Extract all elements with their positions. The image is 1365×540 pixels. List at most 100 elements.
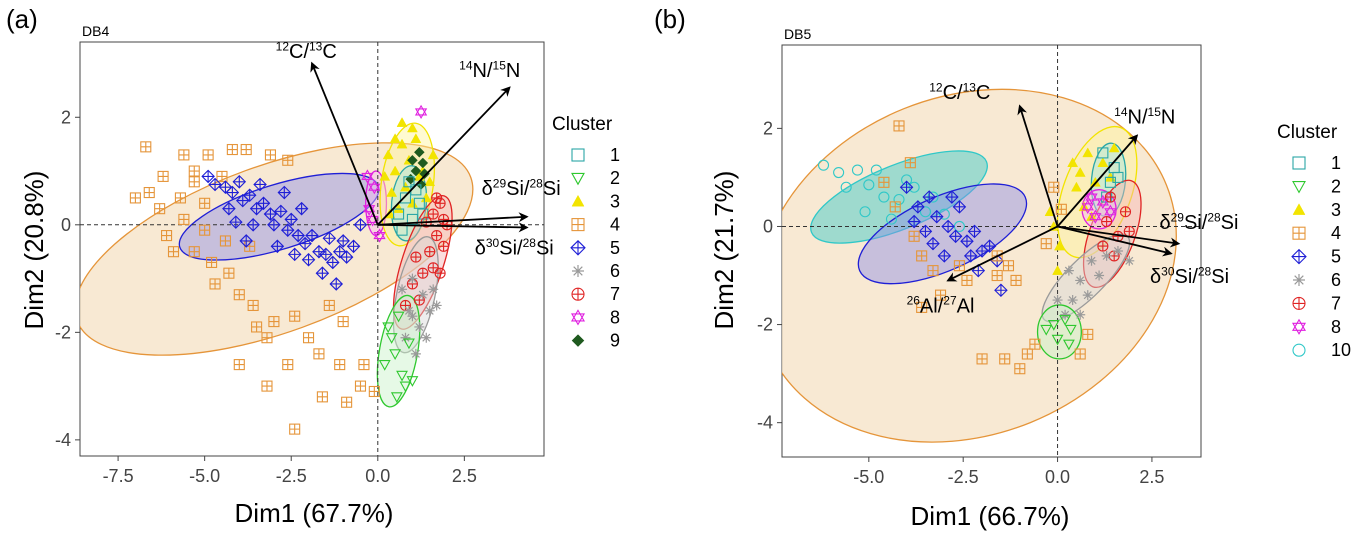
data-point-cluster-6	[1086, 255, 1097, 266]
data-point-cluster-3	[1054, 240, 1065, 251]
data-point-cluster-2	[389, 349, 402, 360]
vector-label-part: C/	[943, 82, 963, 104]
data-point-cluster-6	[424, 305, 435, 316]
legend-title-a: Cluster	[552, 114, 613, 135]
data-point-cluster-4	[1048, 181, 1060, 193]
data-point-cluster-6	[1082, 290, 1093, 301]
data-point-cluster-2	[1064, 324, 1077, 336]
data-point-cluster-4	[337, 316, 349, 328]
legend-entry-label: 1	[610, 145, 620, 165]
loading-vector-arrow	[1057, 225, 1173, 257]
vector-label-part: Si/	[1184, 212, 1208, 234]
vector-label-part: 29	[1171, 210, 1185, 224]
legend-a: 1 2 3 4 5 6 7 8 9	[570, 145, 620, 351]
legend-entry-label: 8	[610, 307, 620, 327]
legend-key-cluster-1	[571, 148, 585, 162]
data-point-cluster-4	[889, 201, 901, 213]
axes-a: -7.5 -5.0 -2.5 0.0 2.5 -4 -2 0 2	[55, 107, 477, 486]
data-point-cluster-1	[413, 197, 425, 209]
vectors-b: 12C/13C14N/15Nδ29Si/28Siδ30Si/28Si26Al/2…	[907, 80, 1239, 317]
data-point-cluster-6	[403, 305, 414, 316]
vector-label-part: Al/	[920, 295, 944, 317]
data-point-cluster-4	[143, 186, 155, 199]
data-point-cluster-9	[410, 165, 422, 177]
data-point-cluster-4	[341, 396, 353, 408]
data-point-cluster-4	[1014, 363, 1026, 375]
data-point-cluster-4	[908, 230, 920, 242]
panel-a: (a) DB4 12C/13C14N/15Nδ29Si/28Siδ30Si/28…	[6, 4, 620, 528]
legend-key-cluster-2	[1292, 181, 1306, 194]
data-point-cluster-3	[389, 165, 401, 176]
data-point-cluster-5	[291, 228, 305, 243]
data-point-cluster-6	[1112, 246, 1123, 256]
data-point-cluster-4	[140, 141, 152, 153]
data-point-cluster-4	[188, 246, 200, 258]
data-point-cluster-5	[315, 266, 330, 280]
loading-vector-label: δ29Si/28Si	[482, 177, 561, 201]
data-point-cluster-5	[911, 200, 925, 214]
data-point-cluster-4	[1002, 260, 1015, 272]
loading-vector-label: 14N/15N	[1114, 105, 1175, 129]
data-point-cluster-10	[817, 159, 830, 171]
data-point-cluster-6	[397, 284, 408, 295]
data-point-cluster-4	[934, 289, 947, 301]
data-point-cluster-5	[994, 283, 1008, 298]
data-point-cluster-1	[403, 176, 415, 188]
data-point-cluster-1	[393, 208, 405, 220]
data-point-cluster-5	[926, 236, 940, 251]
vector-label-part: Si	[536, 237, 554, 259]
data-point-cluster-5	[319, 247, 333, 262]
x-tick-label: -5.0	[189, 466, 220, 486]
data-point-cluster-5	[945, 190, 959, 204]
vector-label-part: δ	[1150, 266, 1161, 288]
vector-label-part: 14	[1114, 105, 1128, 119]
data-point-cluster-4	[302, 332, 315, 344]
data-point-cluster-4	[199, 224, 211, 236]
data-point-cluster-4	[999, 353, 1011, 365]
vector-label-part: N/	[473, 60, 493, 82]
data-point-cluster-10	[863, 179, 875, 191]
x-tick-label: -7.5	[103, 466, 134, 486]
data-point-cluster-7	[1104, 191, 1116, 203]
data-point-cluster-5	[899, 180, 914, 195]
data-point-cluster-4	[251, 321, 263, 333]
loading-vector-arrow	[310, 61, 379, 226]
loading-vector-arrow	[377, 222, 529, 233]
legend-entry-label: 4	[610, 215, 620, 235]
y-axis-label-b: Dim2 (21.7%)	[709, 171, 739, 330]
data-point-cluster-4	[178, 213, 190, 225]
data-point-cluster-6	[417, 289, 428, 300]
data-point-cluster-7	[431, 192, 443, 204]
vector-label-part: 29	[493, 177, 507, 191]
vector-label-part: 27	[943, 294, 957, 308]
x-tick-label: -5.0	[853, 467, 884, 487]
x-tick-label: 0.0	[365, 466, 390, 486]
vector-label-part: N	[1161, 106, 1175, 128]
data-point-cluster-4	[247, 299, 259, 312]
loading-vector-label: 12C/13C	[276, 40, 337, 64]
data-point-cluster-4	[167, 246, 180, 258]
data-point-cluster-7	[410, 251, 422, 263]
vector-label-part: δ	[1159, 212, 1170, 234]
points-a	[129, 104, 453, 435]
data-point-cluster-4	[927, 265, 939, 277]
vector-label-part: Si/	[1175, 266, 1199, 288]
data-point-cluster-5	[336, 234, 350, 248]
confidence-ellipse-cluster-6	[392, 236, 439, 354]
data-point-cluster-5	[967, 224, 982, 239]
data-point-cluster-3	[1074, 167, 1086, 177]
data-point-cluster-4	[240, 143, 252, 156]
data-point-cluster-1	[1097, 147, 1109, 159]
vector-label-part: Si	[1211, 266, 1229, 288]
data-point-cluster-10	[878, 191, 890, 203]
data-point-cluster-7	[1101, 216, 1113, 228]
legend-entry-label: 7	[1331, 293, 1341, 313]
data-point-cluster-3	[1048, 220, 1060, 231]
legend-entry-label: 2	[610, 168, 620, 188]
vector-label-part: Si	[543, 178, 561, 200]
data-point-cluster-10	[893, 193, 905, 206]
y-tick-label: -4	[757, 413, 773, 433]
data-point-cluster-6	[407, 273, 418, 284]
data-point-cluster-4	[226, 143, 238, 156]
